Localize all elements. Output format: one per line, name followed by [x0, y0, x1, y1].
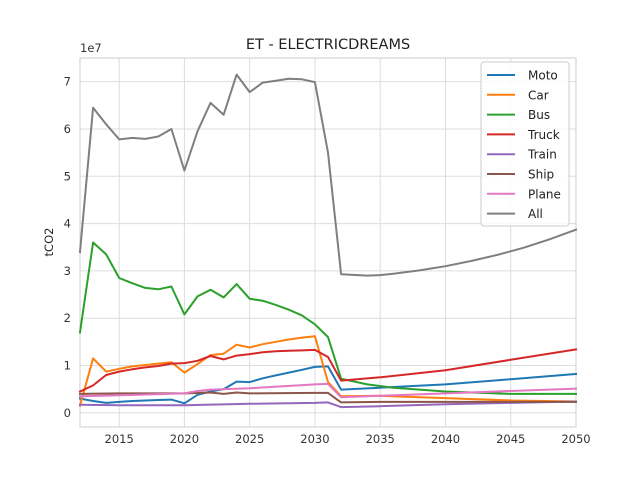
y-tick-label: 4 — [64, 217, 71, 231]
legend-label-truck: Truck — [527, 128, 560, 142]
y-tick-label: 0 — [64, 406, 71, 420]
y-tick-label: 5 — [64, 169, 71, 183]
chart-title: ET - ELECTRICDREAMS — [246, 37, 410, 53]
series-line-plane — [78, 382, 578, 399]
x-axis-ticks: 2015 2020 2025 2030 2035 2040 2045 2050 — [105, 432, 591, 446]
legend-label-moto: Moto — [528, 69, 558, 83]
y-offset-text: 1e7 — [80, 41, 102, 55]
series-line-bus — [78, 241, 577, 395]
legend-box — [480, 61, 570, 227]
x-tick-label: 2025 — [235, 432, 264, 446]
y-axis-ticks: 0 1 2 3 4 5 6 7 — [64, 75, 71, 420]
y-tick-label: 3 — [64, 264, 71, 278]
series-line-train — [78, 400, 578, 409]
series-line-truck — [78, 348, 578, 393]
y-tick-label: 1 — [64, 359, 71, 373]
x-tick-label: 2030 — [300, 432, 329, 446]
legend-label-ship: Ship — [528, 168, 554, 182]
series-line-all — [78, 73, 578, 277]
y-tick-label: 7 — [64, 75, 71, 89]
y-tick-label: 2 — [64, 311, 71, 325]
x-tick-label: 2050 — [561, 432, 590, 446]
legend-label-bus: Bus — [528, 108, 550, 122]
y-tick-label: 6 — [64, 122, 71, 136]
series-lines — [78, 73, 578, 409]
series-line-moto — [78, 365, 578, 405]
x-tick-label: 2020 — [170, 432, 199, 446]
legend-label-train: Train — [527, 148, 557, 162]
legend-label-all: All — [528, 207, 543, 221]
y-axis-label: tCO2 — [42, 228, 56, 257]
legend: Moto Car Bus Truck Train Ship Plane All — [480, 61, 570, 227]
x-tick-label: 2040 — [431, 432, 460, 446]
x-tick-label: 2045 — [496, 432, 525, 446]
x-tick-label: 2035 — [366, 432, 395, 446]
legend-label-plane: Plane — [528, 187, 561, 201]
x-tick-label: 2015 — [105, 432, 134, 446]
legend-label-car: Car — [528, 88, 549, 102]
